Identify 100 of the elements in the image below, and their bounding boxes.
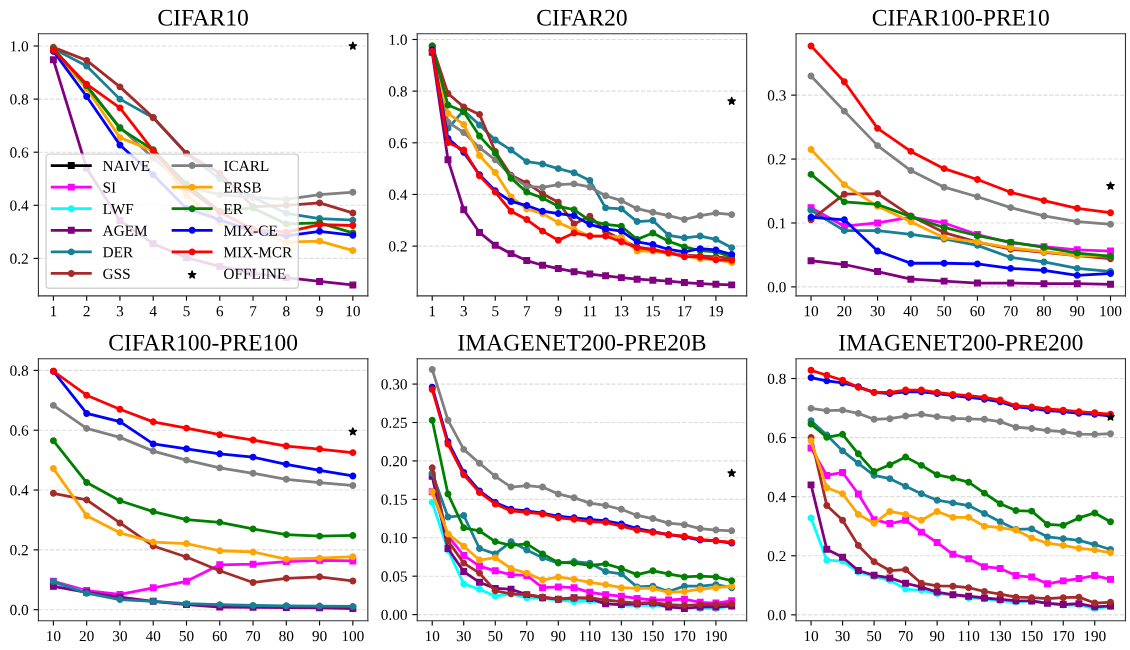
y-tick-label: 0.6 [389, 137, 408, 149]
legend-label: OFFLINE [224, 268, 286, 279]
x-tick-label: 3 [116, 306, 124, 317]
x-tick-label: 11 [583, 306, 597, 317]
x-tick-label: 30 [113, 630, 127, 642]
y-tick-label: 0.15 [381, 494, 407, 505]
x-tick-label: 5 [183, 306, 190, 317]
y-tick-label: 0.4 [389, 189, 408, 200]
y-tick-label: 0.20 [381, 456, 407, 467]
legend-label: MIX-MCR [223, 247, 293, 258]
x-tick-label: 70 [898, 630, 913, 642]
legend-label: DER [103, 247, 134, 258]
x-tick-label: 80 [1036, 306, 1052, 317]
x-tick-label: 130 [990, 630, 1012, 642]
y-tick-label: 0.2 [10, 545, 28, 556]
x-tick-label: 4 [149, 306, 157, 317]
chart-title: CIFAR20 [537, 9, 627, 26]
x-tick-label: 150 [642, 630, 664, 642]
x-tick-label: 7 [523, 306, 531, 317]
x-tick-label: 190 [1084, 630, 1106, 642]
x-tick-label: 5 [492, 306, 499, 317]
x-tick-label: 70 [520, 630, 534, 642]
x-tick-label: 1 [50, 306, 57, 317]
y-tick-label: 0.8 [10, 365, 29, 376]
x-tick-label: 100 [1100, 306, 1122, 317]
y-tick-label: 0.05 [381, 571, 407, 582]
x-tick-label: 10 [346, 306, 360, 317]
y-tick-label: 0.0 [10, 604, 29, 616]
y-tick-label: 0.1 [767, 218, 786, 229]
y-tick-label: 0.4 [10, 200, 29, 211]
legend-label: ERSB [223, 182, 261, 193]
x-tick-label: 10 [804, 630, 819, 642]
y-tick-label: 0.30 [381, 379, 407, 390]
legend-label: ICARL [223, 160, 269, 172]
x-tick-label: 10 [47, 630, 61, 642]
x-tick-label: 50 [488, 630, 503, 642]
legend-label: ER [223, 204, 243, 215]
y-tick-label: 1.0 [389, 34, 407, 45]
y-tick-label: 0.3 [767, 90, 786, 101]
y-tick-label: 0.2 [389, 241, 407, 252]
legend-label: GSS [103, 268, 130, 279]
x-tick-label: 13 [615, 306, 629, 317]
x-tick-label: 90 [1070, 306, 1085, 317]
x-tick-label: 30 [835, 630, 850, 642]
x-tick-label: 170 [674, 630, 696, 642]
y-tick-label: 1.0 [10, 41, 29, 52]
y-tick-label: 0.8 [767, 373, 786, 385]
chart-title: CIFAR10 [158, 9, 248, 26]
chart-title: IMAGENET200-PRE20B [458, 334, 706, 351]
x-tick-label: 40 [145, 630, 161, 642]
y-tick-label: 0.8 [389, 86, 407, 97]
x-tick-label: 50 [937, 306, 952, 317]
x-tick-label: 30 [870, 306, 885, 317]
legend-label: MIX-CE [223, 225, 277, 236]
y-tick-label: 0.6 [10, 147, 29, 158]
y-tick-label: 0.2 [767, 154, 786, 165]
x-tick-label: 110 [580, 630, 601, 642]
x-tick-label: 90 [312, 630, 327, 642]
x-tick-label: 50 [179, 630, 194, 642]
y-tick-label: 0.0 [767, 609, 786, 621]
x-tick-label: 110 [958, 630, 980, 642]
y-tick-label: 0.00 [381, 609, 407, 621]
chart-title: CIFAR100-PRE100 [109, 334, 298, 351]
x-tick-label: 8 [283, 306, 290, 317]
x-tick-label: 50 [867, 630, 882, 642]
x-tick-label: 80 [279, 630, 294, 642]
x-tick-label: 30 [456, 630, 471, 642]
x-tick-label: 17 [678, 306, 692, 317]
chart-title: CIFAR100-PRE10 [872, 9, 1049, 26]
chart-title: IMAGENET200-PRE200 [838, 334, 1083, 351]
x-tick-label: 90 [929, 630, 945, 642]
x-tick-label: 90 [551, 630, 566, 642]
x-tick-label: 19 [709, 306, 723, 317]
y-tick-label: 0.6 [10, 425, 29, 436]
x-tick-label: 20 [837, 306, 852, 317]
y-tick-label: 0.8 [10, 94, 29, 105]
x-tick-label: 130 [611, 630, 633, 642]
x-tick-label: 1 [429, 306, 436, 317]
x-tick-label: 40 [903, 306, 918, 317]
x-tick-label: 9 [316, 306, 323, 317]
x-tick-label: 10 [804, 306, 819, 317]
x-tick-label: 2 [83, 306, 90, 317]
legend-label: LWF [103, 204, 134, 215]
x-tick-label: 150 [1021, 630, 1043, 642]
x-tick-label: 20 [79, 630, 94, 642]
x-tick-label: 9 [554, 306, 562, 317]
x-tick-label: 15 [646, 306, 660, 317]
y-tick-label: 0.4 [10, 485, 29, 496]
x-tick-label: 3 [460, 306, 467, 317]
x-tick-label: 60 [212, 630, 227, 642]
x-tick-label: 70 [1004, 306, 1018, 317]
x-tick-label: 70 [246, 630, 261, 642]
y-tick-label: 0.6 [767, 432, 786, 444]
x-tick-label: 190 [705, 630, 727, 642]
y-tick-label: 0.0 [767, 282, 786, 293]
y-tick-label: 0.2 [10, 253, 28, 264]
y-tick-label: 0.2 [767, 550, 786, 562]
x-tick-label: 100 [342, 630, 364, 642]
y-tick-label: 0.25 [381, 417, 407, 429]
x-tick-label: 7 [250, 306, 257, 317]
